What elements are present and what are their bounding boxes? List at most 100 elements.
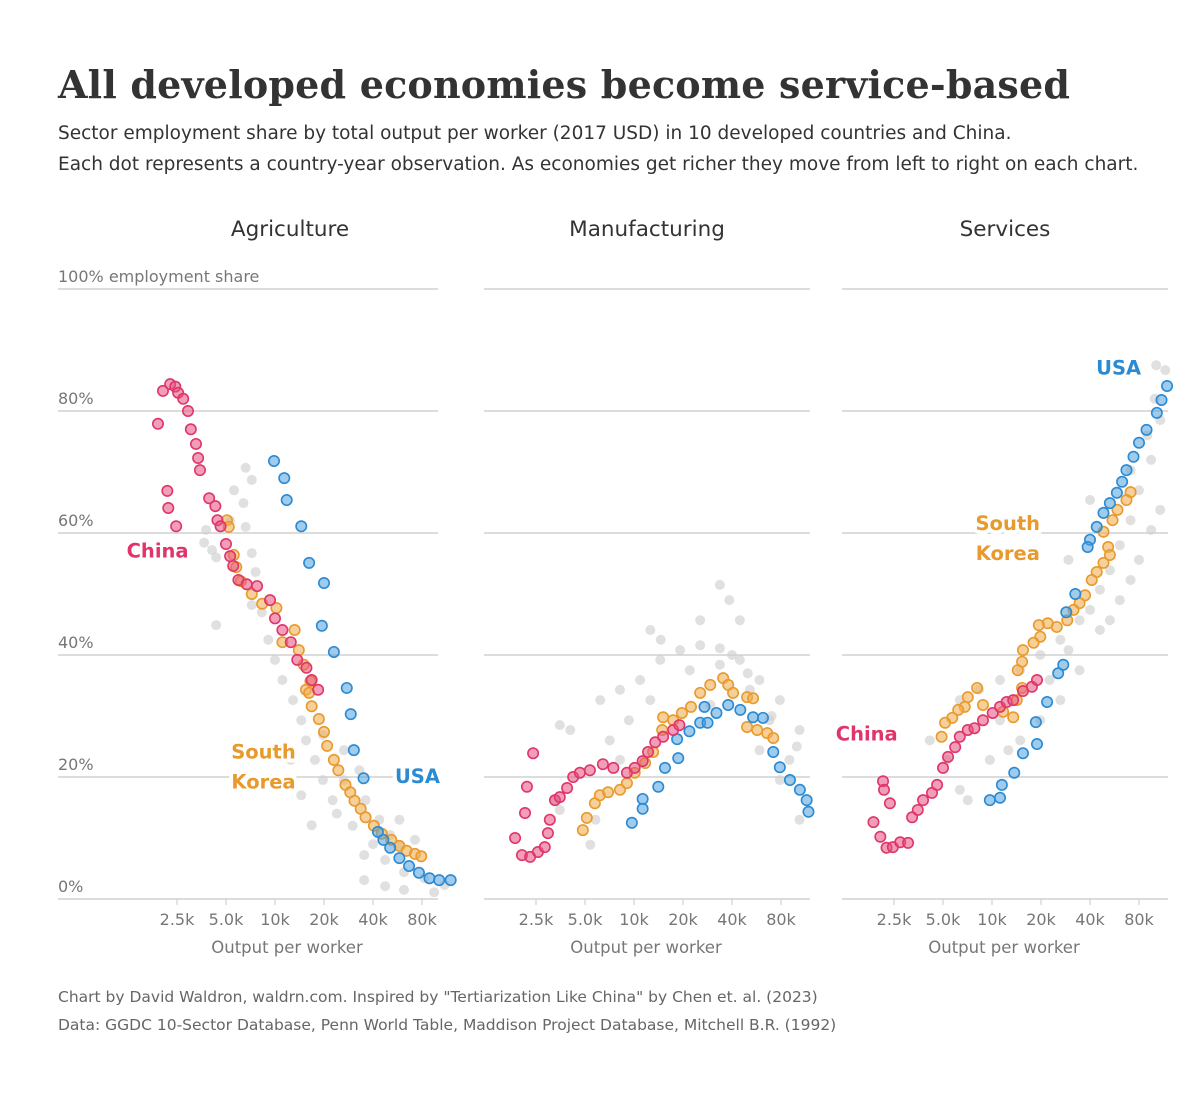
data-point [1016, 644, 1029, 657]
data-point [276, 623, 289, 636]
data-point [284, 636, 297, 649]
data-point [263, 634, 274, 645]
data-point [924, 735, 935, 746]
data-point [338, 745, 349, 756]
data-point [802, 805, 815, 818]
data-point [415, 850, 428, 863]
data-point [954, 784, 965, 795]
data-point [1114, 540, 1125, 551]
data-point [371, 825, 384, 838]
data-point [312, 713, 325, 726]
data-point [657, 711, 670, 724]
data-point [300, 661, 313, 674]
series-other [199, 462, 450, 898]
data-point [250, 567, 261, 578]
data-point [747, 711, 760, 724]
data-point [303, 556, 316, 569]
data-point [170, 520, 183, 533]
data-point [1133, 436, 1146, 449]
data-point [1120, 464, 1133, 477]
data-point [698, 700, 711, 713]
data-point [1146, 524, 1157, 535]
data-point [553, 791, 566, 804]
data-point [971, 681, 984, 694]
x-axis-label: Output per worker [211, 938, 363, 957]
data-point [1103, 497, 1116, 510]
data-point [278, 472, 291, 485]
x-tick-label: 5.0k [568, 910, 603, 929]
data-point [995, 675, 1006, 686]
series-china [867, 674, 1044, 854]
data-point [695, 640, 706, 651]
data-point [623, 715, 634, 726]
data-point [280, 494, 293, 507]
data-point [1134, 554, 1144, 565]
data-point [317, 577, 330, 590]
series-china [151, 378, 325, 696]
data-point [380, 881, 391, 892]
data-point [1041, 695, 1054, 708]
data-point [211, 552, 222, 563]
data-point [994, 791, 1007, 804]
x-tick-label: 2.5k [877, 910, 912, 929]
data-point [625, 816, 638, 829]
data-point [240, 521, 251, 532]
data-point [1094, 624, 1105, 635]
data-point [783, 774, 796, 787]
data-point [976, 714, 989, 727]
data-point [595, 695, 606, 706]
data-point [527, 747, 540, 760]
data-point [1127, 450, 1140, 463]
data-point [296, 715, 307, 726]
data-point [580, 811, 593, 824]
data-point [714, 659, 725, 670]
data-point [340, 681, 353, 694]
data-point [800, 794, 813, 807]
data-point [902, 836, 915, 849]
data-point [1008, 766, 1021, 779]
data-point [1057, 658, 1070, 671]
data-point [655, 634, 666, 645]
series-label-south-korea: South [231, 741, 296, 764]
data-point [332, 764, 345, 777]
data-point [794, 725, 805, 736]
data-point [220, 537, 233, 550]
data-point [321, 739, 334, 752]
data-point [444, 874, 457, 887]
data-point [520, 780, 533, 793]
data-point [1104, 565, 1115, 576]
data-point [409, 834, 420, 845]
data-point [722, 699, 735, 712]
data-point [509, 831, 522, 844]
data-point [1035, 650, 1046, 660]
data-point [939, 716, 952, 729]
series-south-korea [220, 514, 428, 863]
data-point [368, 839, 378, 850]
data-point [1111, 503, 1124, 516]
data-point [995, 778, 1008, 791]
data-point [1063, 645, 1074, 656]
data-point [1063, 554, 1074, 565]
data-point [791, 741, 802, 752]
series-label-china: China [836, 722, 898, 745]
small-multiples-chart: Agriculture 0% 20% 40% 60% 80% 100% employment… [58, 217, 1174, 957]
y-axis-top-label: 100% employment share [58, 267, 259, 286]
data-point [673, 719, 686, 732]
data-point [317, 725, 330, 738]
data-point [1031, 674, 1044, 687]
data-point [684, 665, 695, 676]
panel-agriculture: Agriculture 0% 20% 40% 60% 80% 100% employment… [58, 217, 457, 957]
data-point [727, 650, 737, 660]
subtitle-line-2: Each dot represents a country-year obser… [58, 154, 1139, 175]
data-point [1097, 556, 1110, 569]
data-point [270, 654, 280, 665]
data-point [635, 675, 646, 686]
data-point [1094, 584, 1105, 595]
data-point [359, 811, 372, 824]
data-point [246, 548, 257, 559]
x-tick-label: 20k [668, 910, 698, 929]
data-point [1044, 675, 1055, 686]
data-point [251, 580, 264, 593]
data-point [695, 615, 706, 626]
x-tick-label: 10k [260, 910, 290, 929]
